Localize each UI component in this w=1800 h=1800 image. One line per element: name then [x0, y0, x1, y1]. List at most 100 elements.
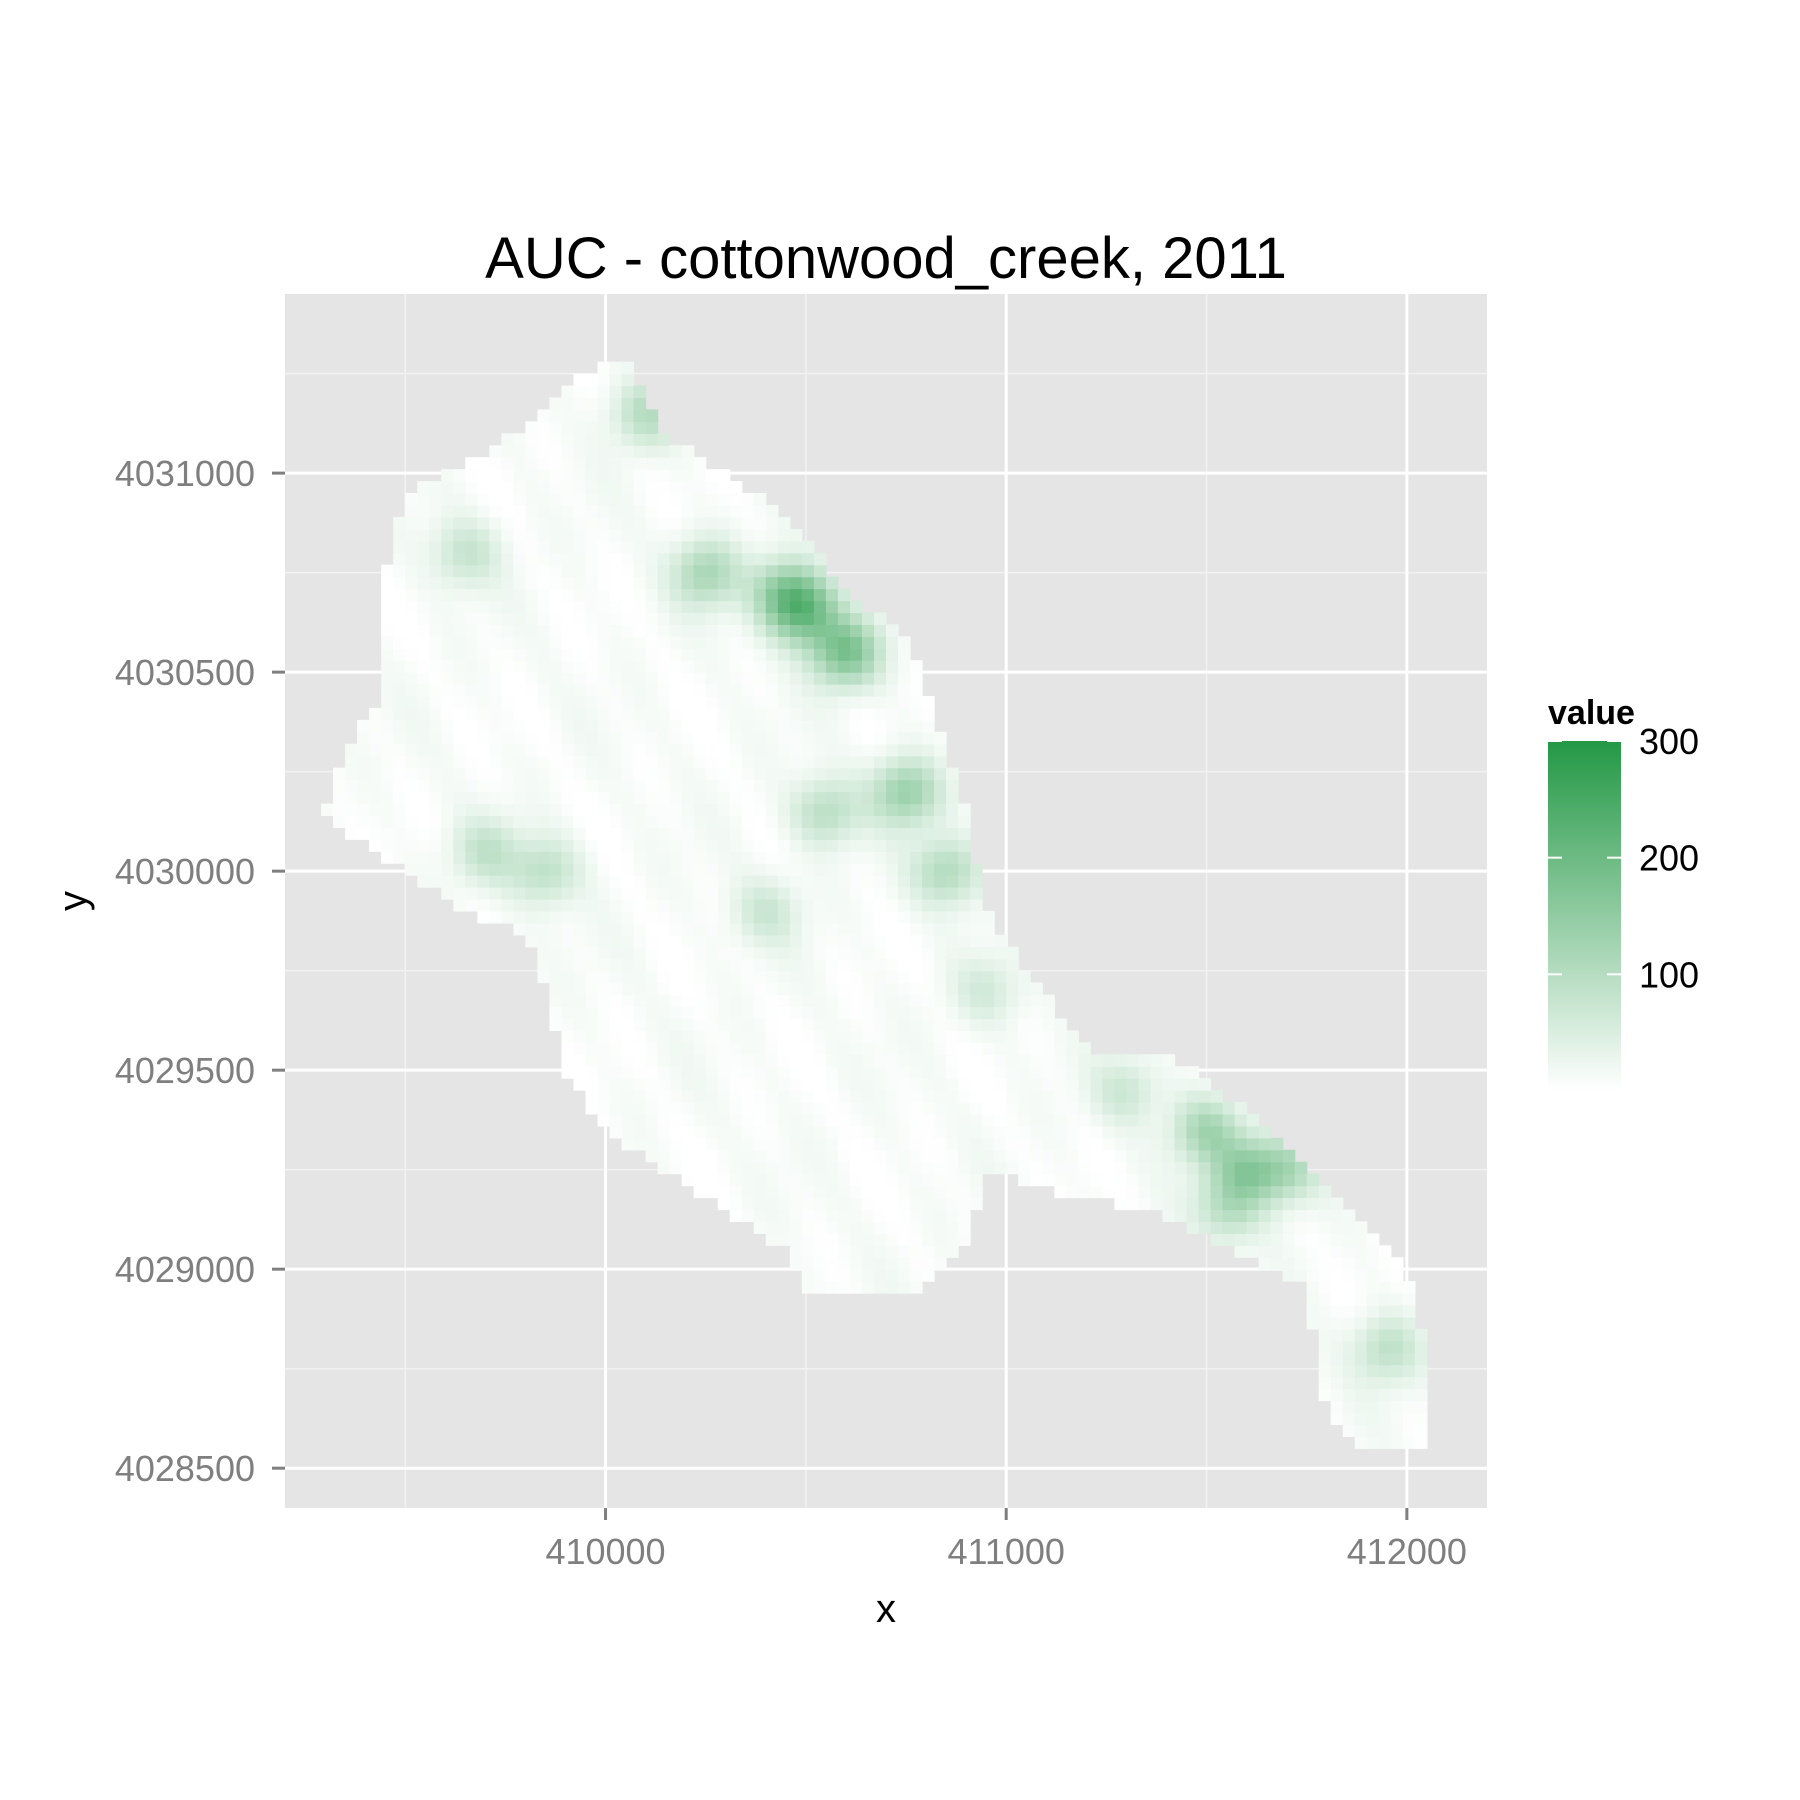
heatmap-cell	[681, 1054, 695, 1067]
heatmap-cell	[597, 827, 611, 840]
heatmap-cell	[501, 815, 514, 828]
heatmap-cell	[886, 1173, 899, 1187]
heatmap-cell	[621, 767, 635, 781]
heatmap-cell	[873, 1245, 887, 1258]
heatmap-cell	[1018, 1173, 1031, 1187]
heatmap-cell	[645, 1137, 659, 1151]
heatmap-cell	[429, 612, 442, 625]
heatmap-cell	[873, 1030, 887, 1043]
heatmap-cell	[729, 516, 743, 530]
heatmap-cell	[573, 803, 587, 817]
heatmap-cell	[585, 588, 599, 602]
heatmap-cell	[765, 504, 779, 518]
heatmap-cell	[669, 516, 683, 530]
heatmap-cell	[1246, 1149, 1260, 1163]
heatmap-cell	[946, 958, 959, 972]
heatmap-cell	[1210, 1185, 1224, 1199]
heatmap-cell	[441, 803, 454, 817]
heatmap-cell	[561, 707, 575, 721]
heatmap-cell	[573, 958, 587, 972]
heatmap-cell	[561, 696, 575, 709]
heatmap-cell	[609, 922, 623, 936]
heatmap-cell	[777, 1054, 791, 1067]
heatmap-cell	[609, 958, 623, 972]
heatmap-cell	[621, 385, 635, 399]
heatmap-cell	[970, 1078, 983, 1091]
heatmap-cell	[873, 1078, 887, 1091]
heatmap-cell	[585, 1078, 599, 1091]
heatmap-cell	[657, 1113, 671, 1127]
heatmap-cell	[1186, 1161, 1200, 1175]
heatmap-cell	[681, 672, 695, 685]
heatmap-cell	[633, 469, 647, 482]
heatmap-cell	[1354, 1424, 1368, 1437]
heatmap-cell	[465, 660, 478, 673]
heatmap-cell	[789, 755, 803, 769]
heatmap-cell	[597, 851, 611, 864]
heatmap-cell	[585, 827, 599, 840]
heatmap-cell	[633, 755, 647, 769]
heatmap-cell	[549, 433, 563, 446]
heatmap-cell	[705, 731, 719, 745]
heatmap-cell	[513, 612, 526, 625]
heatmap-cell	[1210, 1149, 1224, 1163]
heatmap-cell	[861, 1078, 875, 1091]
heatmap-cell	[393, 851, 406, 864]
heatmap-cell	[813, 1281, 827, 1294]
heatmap-cell	[657, 743, 671, 757]
heatmap-cell	[645, 409, 659, 422]
heatmap-cell	[453, 469, 466, 482]
heatmap-cell	[789, 696, 803, 709]
heatmap-cell	[910, 1257, 923, 1270]
heatmap-cell	[789, 540, 803, 554]
heatmap-cell	[501, 469, 514, 482]
heatmap-cell	[970, 1137, 983, 1151]
heatmap-cell	[922, 922, 935, 936]
heatmap-cell	[393, 827, 406, 840]
heatmap-cell	[1042, 1078, 1055, 1091]
heatmap-cell	[898, 934, 911, 948]
heatmap-cell	[429, 815, 442, 828]
heatmap-cell	[777, 946, 791, 960]
heatmap-cell	[1318, 1328, 1332, 1342]
heatmap-cell	[813, 612, 827, 625]
heatmap-cell	[513, 457, 526, 470]
heatmap-cell	[609, 827, 623, 840]
heatmap-cell	[717, 1161, 731, 1175]
heatmap-cell	[1042, 1066, 1055, 1079]
heatmap-cell	[777, 648, 791, 661]
heatmap-cell	[705, 612, 719, 625]
heatmap-cell	[657, 588, 671, 602]
heatmap-cell	[765, 779, 779, 793]
heatmap-cell	[1270, 1137, 1284, 1151]
heatmap-cell	[669, 1102, 683, 1115]
heatmap-cell	[549, 731, 563, 745]
heatmap-cell	[1366, 1436, 1380, 1449]
heatmap-cell	[789, 779, 803, 793]
heatmap-cell	[657, 576, 671, 590]
heatmap-cell	[1066, 1161, 1079, 1175]
heatmap-cell	[753, 516, 767, 530]
heatmap-cell	[645, 851, 659, 864]
heatmap-cell	[621, 815, 635, 828]
heatmap-cell	[681, 922, 695, 936]
heatmap-cell	[561, 433, 575, 446]
heatmap-cell	[501, 540, 514, 554]
heatmap-cell	[705, 696, 719, 709]
heatmap-cell	[717, 576, 731, 590]
heatmap-cell	[1366, 1305, 1380, 1318]
heatmap-cell	[910, 1269, 923, 1282]
heatmap-cell	[994, 1018, 1007, 1031]
heatmap-cell	[1150, 1102, 1164, 1115]
heatmap-cell	[657, 1137, 671, 1151]
heatmap-cell	[1042, 1054, 1055, 1067]
heatmap-cell	[1354, 1376, 1368, 1390]
heatmap-cell	[669, 934, 683, 948]
heatmap-cell	[1018, 1066, 1031, 1079]
heatmap-cell	[825, 946, 839, 960]
heatmap-cell	[669, 1090, 683, 1103]
heatmap-cell	[873, 946, 887, 960]
heatmap-cell	[693, 827, 707, 840]
heatmap-cell	[693, 779, 707, 793]
heatmap-cell	[729, 958, 743, 972]
